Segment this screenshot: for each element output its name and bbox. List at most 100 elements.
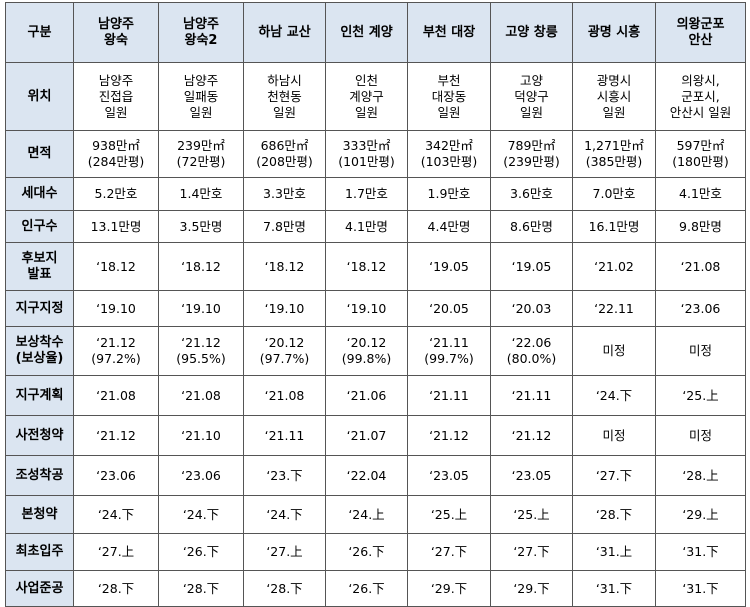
table-cell: 고양 덕양구 일원 <box>490 62 573 131</box>
table-cell: ‘21.12 <box>490 415 573 456</box>
cell-line: (103만평) <box>420 154 478 169</box>
table-row: 인구수 13.1만명 3.5만명 7.8만명 4.1만명 4.4만명 8.6만명 16.1만명… <box>5 210 746 243</box>
cell-line: 미정 <box>688 427 712 443</box>
cell-line: (99.8%) <box>341 351 392 366</box>
table-cell: ‘21.06 <box>325 375 408 416</box>
table-cell: ‘26.下 <box>325 570 408 607</box>
row-label: 본청약 <box>5 495 74 534</box>
cell-line: 5.2만호 <box>94 186 138 201</box>
table-cell: ‘19.10 <box>158 290 244 327</box>
table-cell: 16.1만명 <box>572 210 656 243</box>
header-cell: 부천 대장 <box>407 2 491 63</box>
cell-line: 지구계획 <box>15 387 64 403</box>
cell-line: ‘25.上 <box>430 506 468 522</box>
cell-line: 고양 창릉 <box>505 24 558 40</box>
cell-line: 왕숙 <box>104 32 128 48</box>
cell-line: ‘21.12 <box>96 335 136 350</box>
table-row: 사업준공 ‘28.下 ‘28.下 ‘28.下 ‘26.下 ‘29.下 ‘29.下 ‘31.下 ‘… <box>5 570 746 607</box>
cell-line: 3.6만호 <box>510 186 553 201</box>
cell-line: 8.6만명 <box>510 218 553 234</box>
cell-line: ‘25.上 <box>682 387 719 403</box>
table-cell: ‘21.08 <box>73 375 159 416</box>
cell-line: 구분 <box>27 24 52 40</box>
table-cell: 4.1만명 <box>325 210 408 243</box>
cell-line: ‘24.下 <box>97 506 135 522</box>
row-label: 사전청약 <box>5 415 74 456</box>
table-cell: ‘19.10 <box>243 290 326 327</box>
table-cell: ‘18.12 <box>243 242 326 291</box>
cell-line: 일원 <box>437 104 461 120</box>
table-cell: 3.5만명 <box>158 210 244 243</box>
cell-line: 342만㎡ <box>425 138 473 153</box>
table-cell: ‘21.11 <box>243 415 326 456</box>
table-cell: ‘31.下 <box>572 570 656 607</box>
table-cell: 938만㎡ (284만평) <box>73 130 159 178</box>
cell-line: ‘20.05 <box>429 300 469 316</box>
table-cell: ‘19.05 <box>407 242 491 291</box>
table-row: 지구계획 ‘21.08 ‘21.08 ‘21.08 ‘21.06 ‘21.11 ‘21.11… <box>5 375 746 416</box>
table-cell: ‘25.上 <box>655 375 746 416</box>
table-row: 위치 남양주 진접읍 일원 남양주 일패동 일원 하남시 천현동 일원 인천 계양구 일원 부천 대장동 일원… <box>5 62 746 131</box>
header-cell: 남양주 왕숙2 <box>158 2 244 63</box>
table-row: 보상착수 (보상율) ‘21.12 (97.2%) ‘21.12 (95.5%) ‘20.1… <box>5 326 746 376</box>
table-cell: ‘28.下 <box>73 570 159 607</box>
cell-line: 왕숙2 <box>184 32 218 48</box>
table-cell: ‘23.06 <box>158 455 244 496</box>
table-cell: ‘26.下 <box>325 533 408 571</box>
table-cell: 3.6만호 <box>490 177 573 211</box>
table-cell: ‘21.11 (99.7%) <box>407 326 491 376</box>
cell-line: ‘27.上 <box>266 544 303 559</box>
cell-line: 1.9만호 <box>427 186 471 201</box>
cell-line: ‘19.10 <box>264 300 305 316</box>
cell-line: ‘19.10 <box>181 300 221 316</box>
cell-line: 의왕시, <box>681 72 720 88</box>
table-cell: ‘27.下 <box>407 533 491 571</box>
cell-line: 7.8만명 <box>263 218 306 234</box>
cell-line: ‘21.12 <box>181 335 221 350</box>
cell-line: ‘31.上 <box>595 544 633 559</box>
cell-line: ‘23.05 <box>511 467 552 483</box>
row-label: 지구계획 <box>5 375 74 416</box>
cell-line: ‘28.下 <box>595 506 633 522</box>
cell-line: 1.7만호 <box>345 186 388 201</box>
table-cell: ‘23.05 <box>490 455 573 496</box>
cell-line: ‘21.08 <box>264 387 305 403</box>
table-cell: ‘24.上 <box>325 495 408 534</box>
table-cell: 7.8만명 <box>243 210 326 243</box>
table-cell: 미정 <box>655 415 746 456</box>
table-cell: ‘18.12 <box>73 242 159 291</box>
cell-line: ‘21.12 <box>96 427 136 443</box>
cell-line: ‘21.08 <box>96 387 136 403</box>
table-cell: ‘21.11 <box>490 375 573 416</box>
cell-line: 미정 <box>602 343 626 358</box>
cell-line: 계양구 <box>349 88 384 104</box>
row-label: 보상착수 (보상율) <box>5 326 74 376</box>
cell-line: ‘20.12 <box>264 335 305 350</box>
header-cell: 하남 교산 <box>243 2 326 63</box>
cell-line: ‘19.10 <box>96 300 136 316</box>
cell-line: 고양 <box>519 72 543 88</box>
cell-line: ‘18.12 <box>346 258 387 274</box>
table-cell: ‘22.11 <box>572 290 656 327</box>
cell-line: 3.5만명 <box>179 218 223 234</box>
row-label: 최초입주 <box>5 533 74 571</box>
cell-line: 13.1만명 <box>90 218 142 234</box>
table-cell: ‘19.10 <box>73 290 159 327</box>
cell-line: ‘23.06 <box>181 467 221 483</box>
cell-line: 239만㎡ <box>177 138 225 153</box>
table-row: 본청약 ‘24.下 ‘24.下 ‘24.下 ‘24.上 ‘25.上 ‘25.上 ‘28.下 ‘2… <box>5 495 746 534</box>
cell-line: (180만평) <box>672 154 729 169</box>
table-body: 위치 남양주 진접읍 일원 남양주 일패동 일원 하남시 천현동 일원 인천 계양구 일원 부천 대장동 일원… <box>5 62 746 607</box>
cell-line: 7.0만호 <box>592 186 636 201</box>
cell-line: ‘31.下 <box>682 544 719 559</box>
table-row: 면적 938만㎡ (284만평) 239만㎡ (72만평) 686만㎡ (208만평) 333… <box>5 130 746 178</box>
cell-line: ‘29.下 <box>430 580 468 596</box>
cell-line: 미정 <box>688 343 712 358</box>
cell-line: 면적 <box>27 146 52 161</box>
cell-line: ‘21.07 <box>346 427 387 443</box>
cell-line: 일원 <box>104 104 128 120</box>
table-row: 최초입주 ‘27.上 ‘26.下 ‘27.上 ‘26.下 ‘27.下 ‘27.下 ‘31.上 ‘… <box>5 533 746 571</box>
cell-line: 군포시, <box>681 88 720 104</box>
table-cell: ‘25.上 <box>490 495 573 534</box>
table-cell: ‘21.12 <box>407 415 491 456</box>
